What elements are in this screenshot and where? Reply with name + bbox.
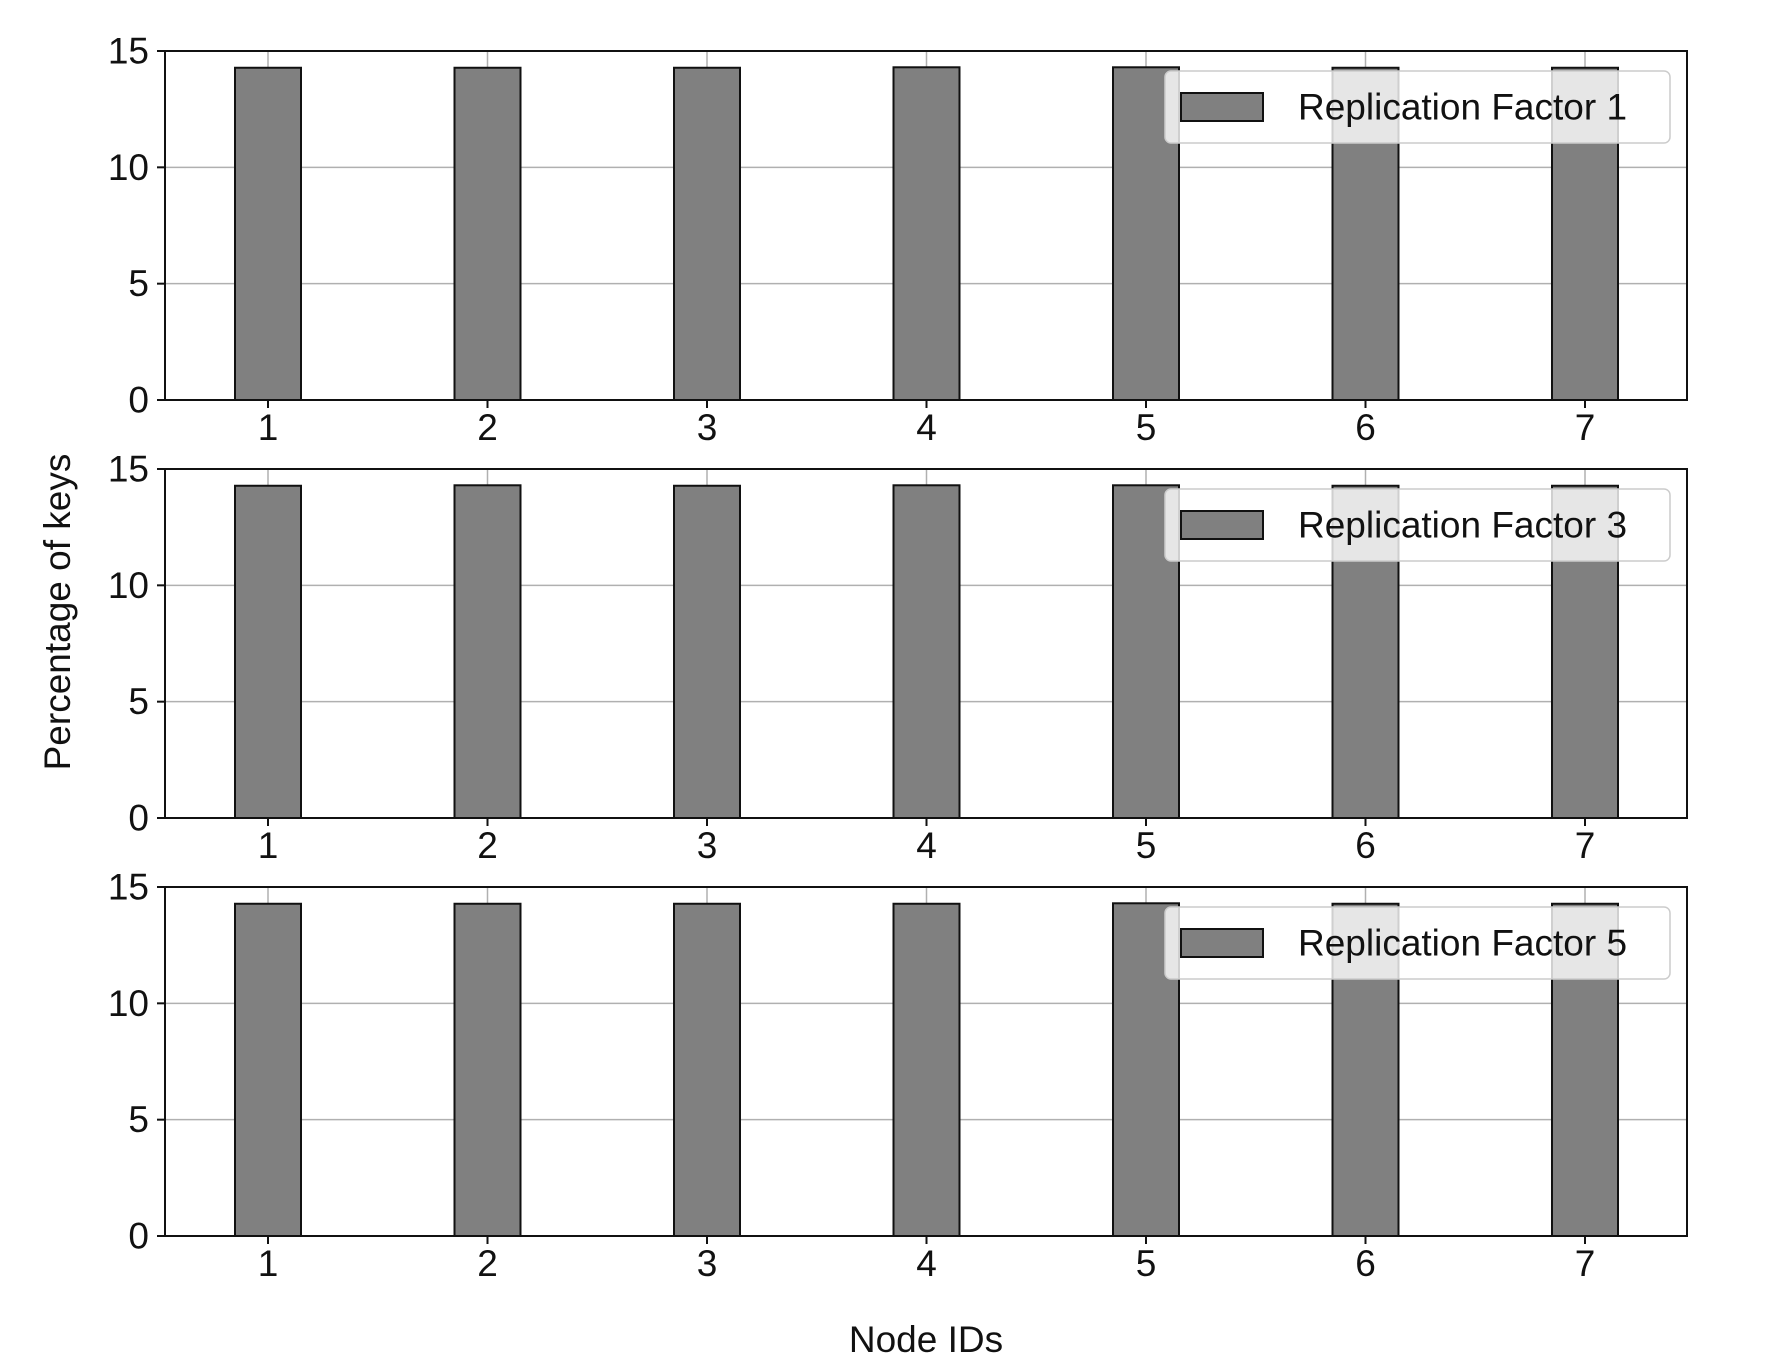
x-tick-label: 5 (1136, 825, 1157, 866)
bar-node-4 (892, 66, 961, 402)
bar-node-3 (673, 66, 741, 401)
legend: Replication Factor 5 (1164, 906, 1671, 980)
x-tick-label: 3 (697, 1243, 718, 1284)
legend-swatch (1180, 928, 1264, 958)
legend-label: Replication Factor 5 (1298, 923, 1627, 964)
y-tick-label: 10 (108, 147, 149, 188)
y-tick-label: 0 (128, 1216, 149, 1257)
legend-label: Replication Factor 3 (1298, 505, 1627, 546)
subplot-3: 0 5 10 15 1 2 3 4 5 6 7 Replication Factor 5 (108, 867, 1688, 1284)
bar-node-4 (892, 484, 961, 819)
y-tick-label: 5 (128, 1099, 149, 1140)
x-tick-label: 1 (258, 825, 279, 866)
x-tick-label: 2 (477, 825, 498, 866)
legend-label: Replication Factor 1 (1298, 87, 1627, 128)
legend: Replication Factor 3 (1164, 488, 1671, 562)
x-tick-label: 5 (1136, 1243, 1157, 1284)
bar-node-3 (673, 484, 741, 819)
y-tick-label: 5 (128, 263, 149, 304)
x-tick-label: 7 (1575, 825, 1596, 866)
bar-node-2 (453, 484, 522, 819)
legend-box (1164, 70, 1671, 144)
x-tick-label: 7 (1575, 407, 1596, 448)
y-tick-label: 0 (128, 380, 149, 421)
y-tick-label: 5 (128, 681, 149, 722)
bar-node-2 (453, 66, 522, 401)
x-tick-label: 3 (697, 407, 718, 448)
legend-box (1164, 488, 1671, 562)
bar-node-4 (892, 902, 961, 1237)
y-tick-label: 10 (108, 983, 149, 1024)
legend-box (1164, 906, 1671, 980)
x-tick-label: 2 (477, 1243, 498, 1284)
y-tick-label: 15 (108, 449, 149, 490)
y-tick-label: 15 (108, 31, 149, 72)
x-tick-label: 4 (916, 407, 937, 448)
subplot-1: 0 5 10 15 1 2 3 4 5 6 7 Replication Factor 1 (108, 31, 1688, 448)
x-axis-label: Node IDs (849, 1319, 1003, 1360)
bar-node-3 (673, 902, 741, 1237)
y-tick-label: 10 (108, 565, 149, 606)
x-tick-label: 5 (1136, 407, 1157, 448)
x-tick-label: 1 (258, 1243, 279, 1284)
y-axis-label: Percentage of keys (37, 454, 78, 771)
x-tick-label: 2 (477, 407, 498, 448)
x-tick-label: 7 (1575, 1243, 1596, 1284)
x-tick-label: 6 (1355, 407, 1376, 448)
x-tick-label: 6 (1355, 825, 1376, 866)
legend-swatch (1180, 92, 1264, 122)
bar-node-1 (234, 66, 302, 401)
x-tick-label: 6 (1355, 1243, 1376, 1284)
legend-swatch (1180, 510, 1264, 540)
x-tick-label: 1 (258, 407, 279, 448)
subplot-2: 0 5 10 15 1 2 3 4 5 6 7 Replication Factor 3 (108, 449, 1688, 866)
bar-node-1 (234, 902, 302, 1237)
y-tick-label: 15 (108, 867, 149, 908)
x-tick-label: 4 (916, 825, 937, 866)
legend: Replication Factor 1 (1164, 70, 1671, 144)
x-tick-label: 4 (916, 1243, 937, 1284)
y-tick-label: 0 (128, 798, 149, 839)
x-tick-label: 3 (697, 825, 718, 866)
bar-node-1 (234, 484, 302, 819)
bar-node-2 (453, 902, 522, 1237)
